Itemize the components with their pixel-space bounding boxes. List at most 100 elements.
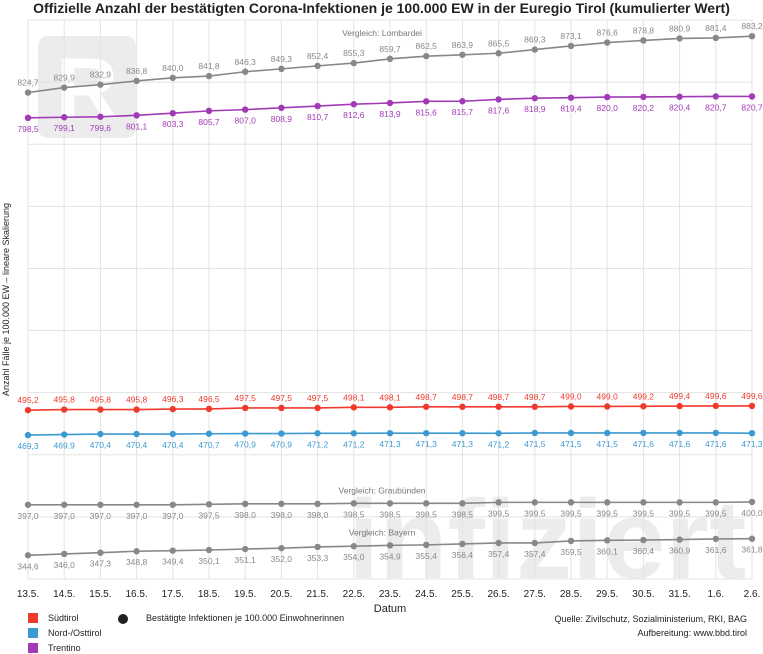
data-point-lombardei [531,46,538,53]
data-label-suedtirol: 499,2 [633,391,655,401]
x-tick-label: 13.5. [17,589,39,600]
data-point-trentino [314,102,321,110]
data-label-lombardei: 863,9 [452,40,474,50]
x-tick-label: 25.5. [451,589,473,600]
data-label-bayern: 361,8 [741,545,763,555]
data-point-graubuenden [205,501,213,508]
data-label-bayern: 350,1 [198,556,220,566]
data-label-graubuenden: 399,5 [705,508,727,518]
data-point-lombardei [97,81,104,88]
data-point-graubuenden [640,499,647,506]
data-label-bayern: 356,4 [452,550,474,560]
data-label-suedtirol: 499,4 [669,391,691,401]
data-label-suedtirol: 495,8 [54,395,76,405]
data-label-lombardei: 878,8 [633,25,655,35]
data-point-bayern [314,543,321,551]
data-label-lombardei: 873,1 [560,31,582,41]
data-point-nordost [278,430,285,437]
data-label-bayern: 355,4 [416,551,438,561]
series-name-label-graubuenden: Vergleich: Graubünden [339,485,426,495]
data-label-nordost: 471,5 [524,439,546,449]
legend-marker-dot [118,614,128,624]
data-label-lombardei: 862,5 [416,41,438,51]
data-point-graubuenden [604,499,611,506]
data-point-bayern [24,552,32,559]
data-label-suedtirol: 498,1 [343,392,365,402]
data-point-bayern [60,550,68,558]
data-label-bayern: 357,4 [488,549,510,559]
data-label-graubuenden: 399,5 [560,508,582,518]
data-label-nordost: 471,5 [560,439,582,449]
data-label-suedtirol: 496,5 [198,394,220,404]
data-point-nordost [712,429,719,437]
data-label-bayern: 351,1 [235,555,257,565]
data-label-graubuenden: 397,0 [90,511,112,521]
data-point-graubuenden [169,501,176,508]
data-point-graubuenden [314,500,321,508]
data-point-suedtirol [459,403,466,410]
data-point-trentino [567,94,575,101]
data-point-bayern [205,546,213,554]
data-label-suedtirol: 499,6 [741,391,763,401]
data-label-trentino: 820,2 [633,103,655,113]
data-point-lombardei [676,35,683,42]
data-label-bayern: 353,3 [307,553,329,563]
data-label-graubuenden: 397,0 [17,511,39,521]
data-point-trentino [205,107,213,115]
legend-swatch-nordost [28,628,38,638]
data-label-lombardei: 880,9 [669,23,691,33]
data-point-graubuenden [748,498,756,506]
data-label-bayern: 360,1 [597,546,619,556]
data-label-graubuenden: 397,0 [162,511,184,521]
data-label-trentino: 799,6 [90,123,112,133]
data-point-suedtirol [676,402,683,410]
data-point-lombardei [748,32,756,40]
data-label-trentino: 820,4 [669,103,691,113]
x-tick-label: 31.5. [668,589,690,600]
data-point-trentino [495,96,502,103]
x-axis-ticks: 13.5. 14.5. 15.5. 16.5. 17.5. 18.5. 19.5. 20.5.… [17,589,760,600]
data-point-suedtirol [133,406,140,413]
data-label-bayern: 359,5 [560,547,582,557]
data-point-suedtirol [531,403,538,410]
data-label-trentino: 803,3 [162,119,184,129]
data-point-suedtirol [60,406,68,413]
data-point-nordost [640,429,647,437]
data-point-graubuenden [60,501,68,508]
data-point-bayern [459,540,466,548]
data-label-lombardei: 865,5 [488,38,510,48]
data-point-nordost [97,430,104,438]
data-label-bayern: 347,3 [90,559,112,569]
data-point-graubuenden [531,499,538,506]
data-label-suedtirol: 497,5 [307,393,329,403]
data-point-lombardei [386,55,394,63]
data-label-graubuenden: 398,0 [271,510,293,520]
data-label-lombardei: 881,4 [705,23,727,33]
data-point-trentino [459,98,466,105]
source-block: Quelle: Zivilschutz, Sozialministerium, … [554,612,747,640]
x-tick-label: 17.5. [162,589,184,600]
data-point-lombardei [423,52,430,60]
data-label-nordost: 469,9 [54,441,76,451]
y-axis-title: Anzahl Fälle je 100.000 EW – lineare Ska… [1,203,11,396]
x-tick-label: 15.5. [89,589,111,600]
data-label-graubuenden: 398,5 [452,509,474,519]
data-point-suedtirol [386,404,394,411]
data-label-nordost: 470,4 [126,440,148,450]
x-tick-label: 29.5. [596,589,618,600]
data-point-lombardei [278,65,285,73]
data-label-nordost: 471,6 [705,439,727,449]
data-point-trentino [423,98,430,105]
data-label-nordost: 471,2 [307,439,329,449]
data-point-nordost [350,430,357,437]
data-label-nordost: 471,3 [741,439,763,449]
data-label-graubuenden: 400,0 [741,508,763,518]
data-label-suedtirol: 495,8 [90,395,112,405]
data-point-bayern [242,545,249,553]
data-label-graubuenden: 398,5 [379,509,401,519]
data-point-trentino [676,93,683,100]
data-point-trentino [350,101,357,108]
data-point-nordost [205,430,213,437]
data-point-bayern [495,539,502,547]
data-label-bayern: 361,6 [705,545,727,555]
